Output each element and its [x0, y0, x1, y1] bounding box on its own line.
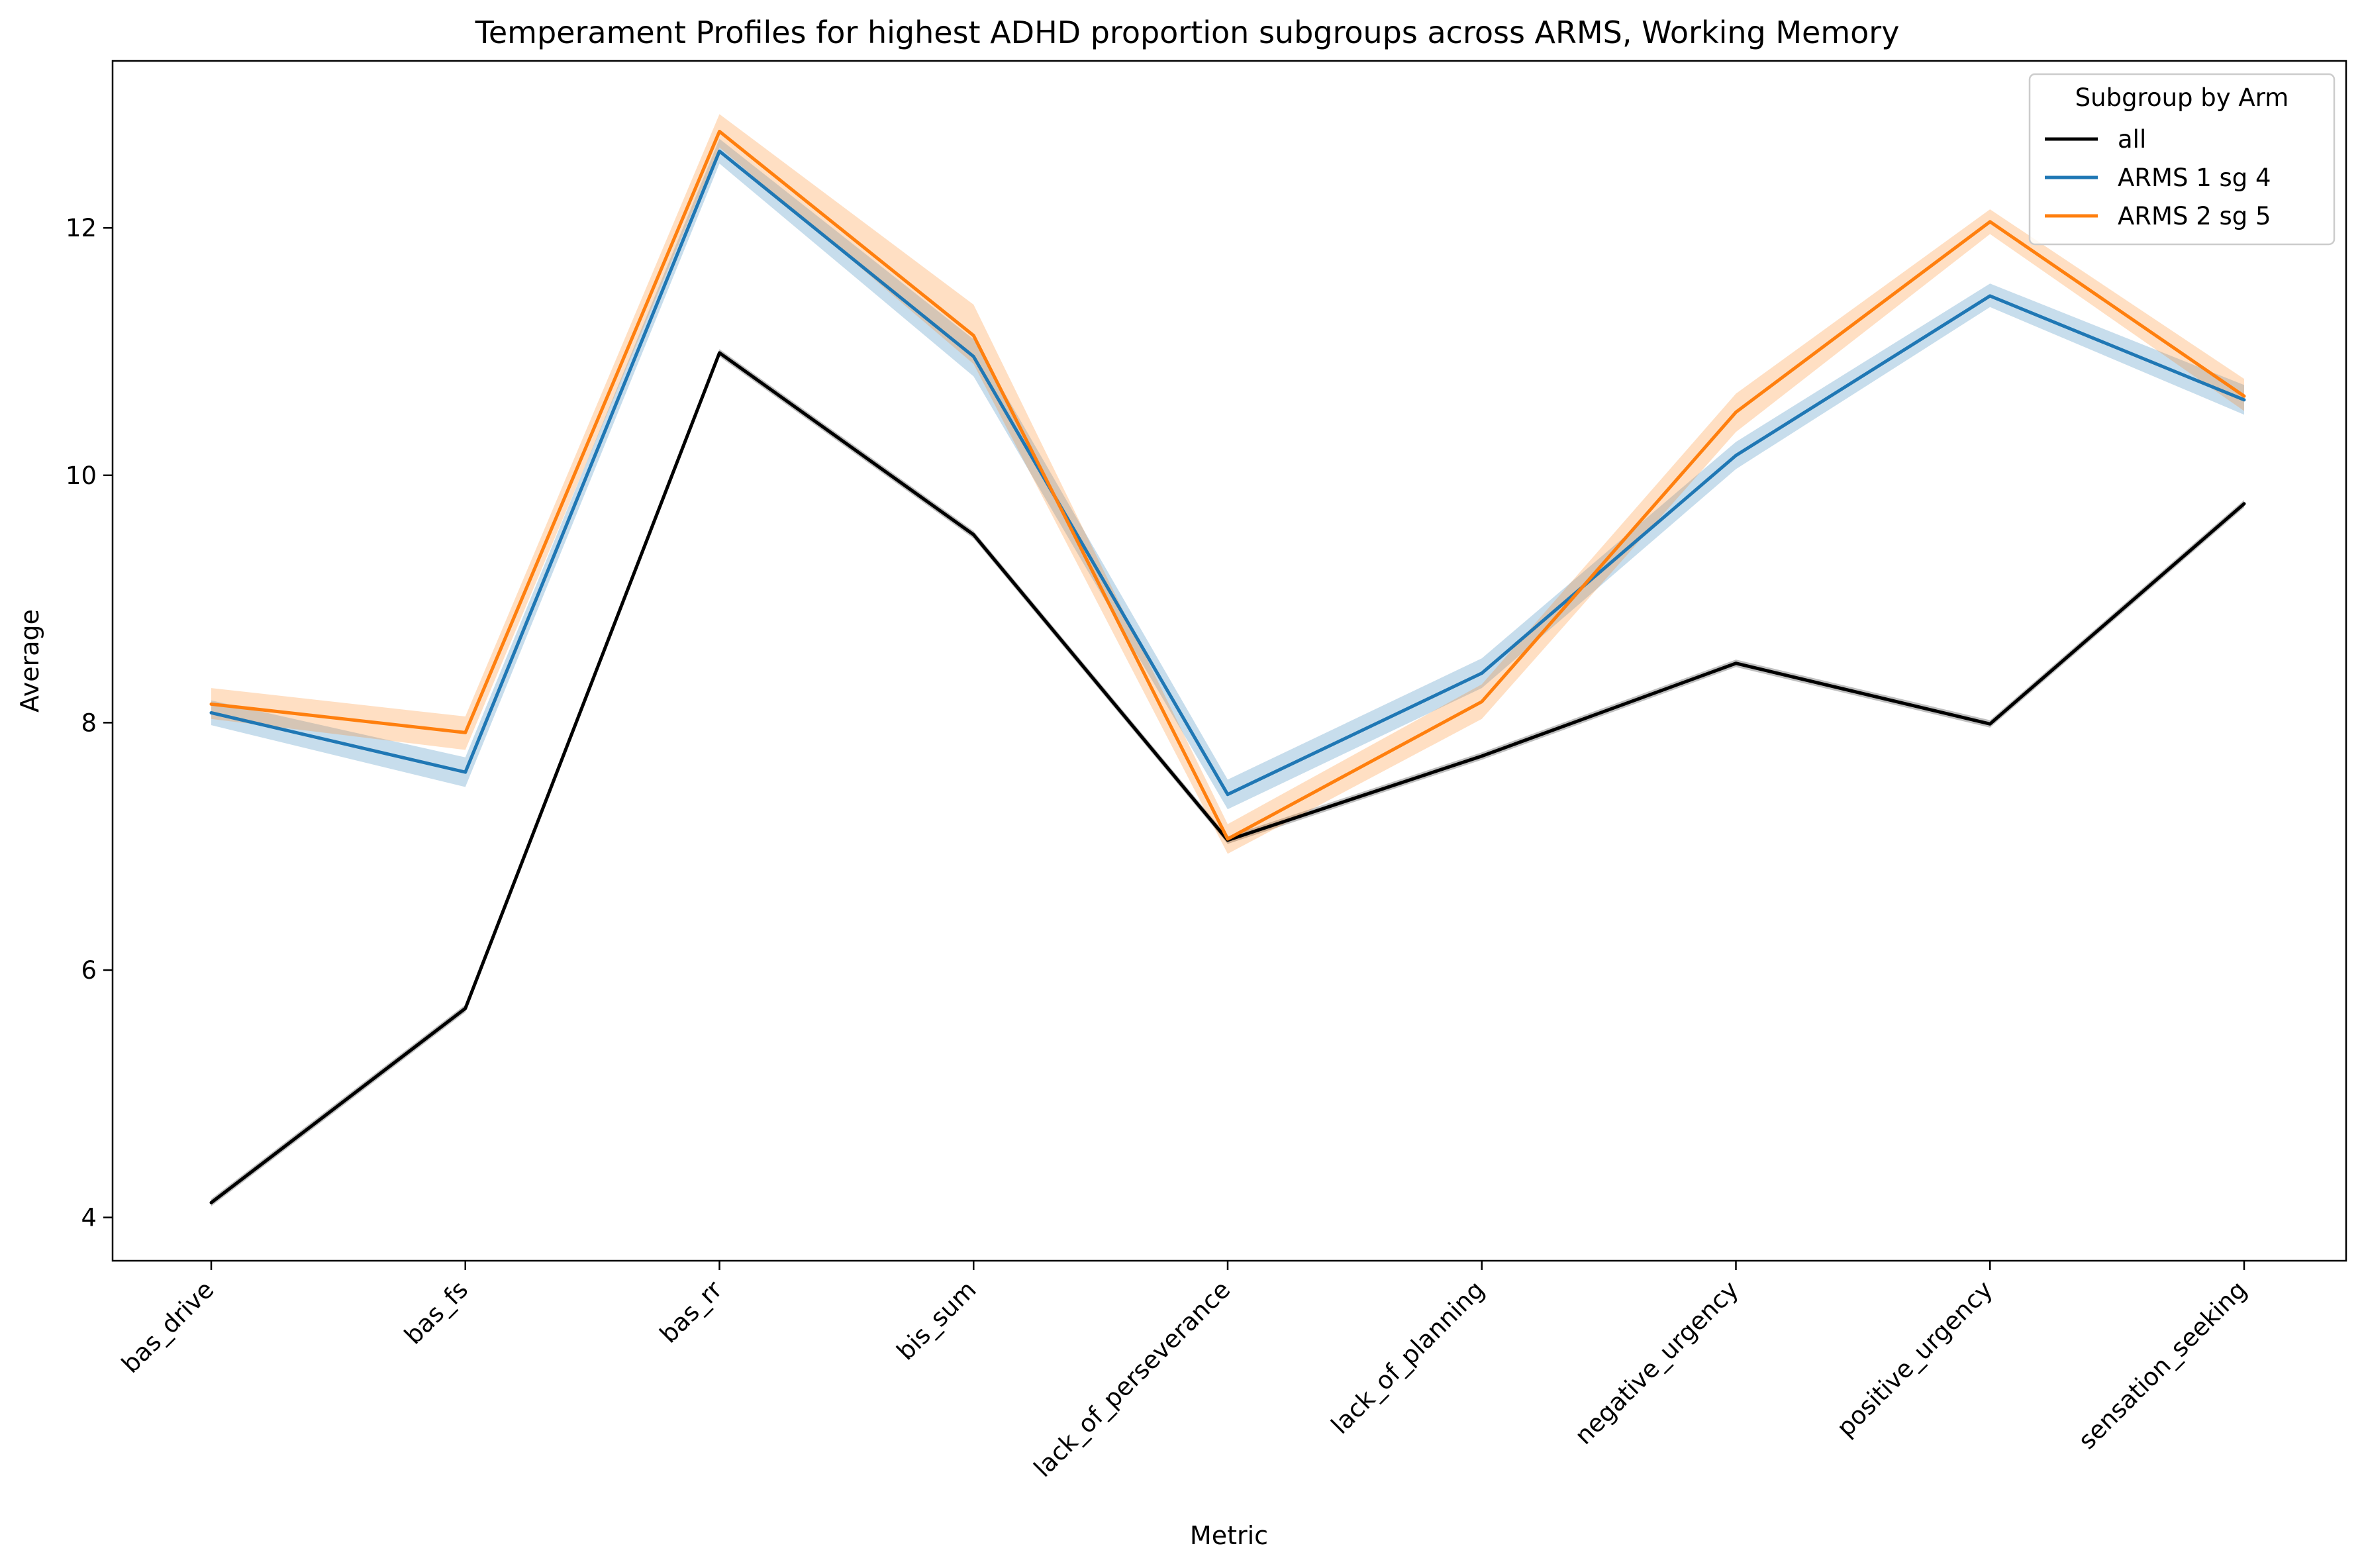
- legend-title: Subgroup by Arm: [2075, 83, 2289, 112]
- series-lines: [209, 129, 2246, 1204]
- legend-label: all: [2118, 125, 2146, 154]
- legend-box: [2028, 73, 2336, 246]
- legend-label: ARMS 1 sg 4: [2118, 164, 2271, 192]
- y-tick-label: 8: [81, 709, 97, 737]
- y-tick-label: 12: [66, 214, 97, 242]
- y-tick-label: 4: [81, 1204, 97, 1232]
- x-axis-label: Metric: [1190, 1521, 1268, 1550]
- y-tick-label: 6: [81, 956, 97, 985]
- legend: Subgroup by Arm all ARMS 1 sg 4 ARMS 2 sg …: [2028, 73, 2336, 246]
- chart-title: Temperament Profiles for highest ADHD pr…: [475, 15, 1900, 50]
- legend-entries: all ARMS 1 sg 4 ARMS 2 sg 5: [2045, 125, 2271, 230]
- series-line: [209, 129, 2246, 841]
- legend-label: ARMS 2 sg 5: [2118, 202, 2271, 230]
- y-tick-label: 10: [66, 462, 97, 490]
- plot-frame: [111, 60, 2347, 1262]
- y-axis-label: Average: [15, 609, 44, 712]
- y-axis: 4 6 8 10 12: [66, 214, 113, 1232]
- series-line: [209, 149, 2246, 797]
